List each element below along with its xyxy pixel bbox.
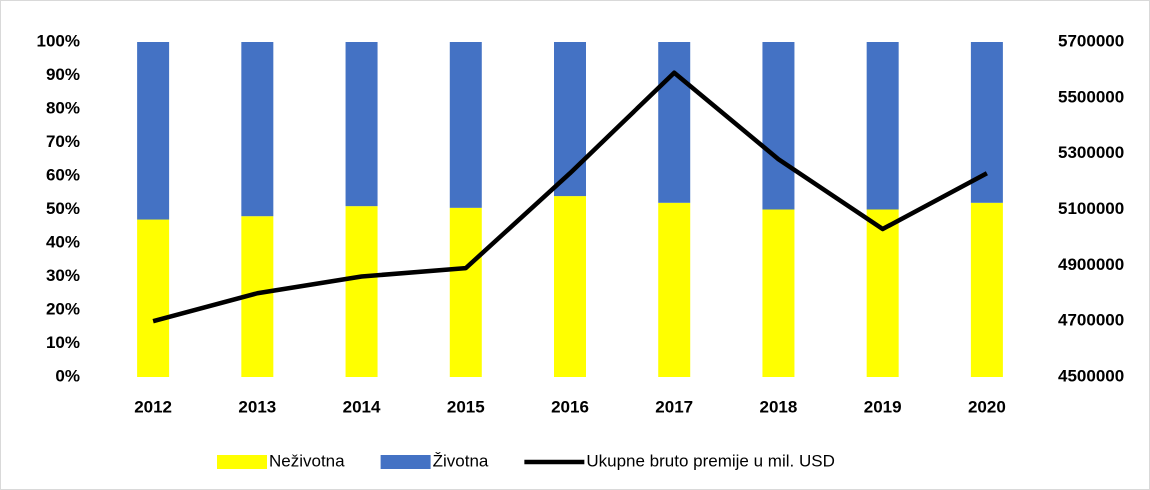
y-tick-label: 0%	[55, 366, 80, 385]
x-tick-label: 2019	[864, 397, 902, 416]
bar	[866, 42, 899, 210]
legend-swatch	[380, 455, 431, 469]
y2-tick-label: 4900000	[1058, 255, 1124, 274]
y2-tick-label: 5500000	[1058, 87, 1124, 106]
x-tick-label: 2018	[760, 397, 798, 416]
y2-tick-label: 4500000	[1058, 366, 1124, 385]
y-tick-label: 10%	[46, 333, 80, 352]
y-tick-label: 90%	[46, 65, 80, 84]
bar	[762, 209, 795, 377]
y-tick-label: 100%	[37, 31, 80, 50]
legend-swatch	[217, 455, 267, 469]
y-tick-label: 50%	[46, 199, 80, 218]
x-tick-label: 2020	[968, 397, 1006, 416]
bar	[241, 42, 274, 217]
y2-tick-label: 5100000	[1058, 199, 1124, 218]
y-tick-label: 70%	[46, 132, 80, 151]
bar	[137, 219, 170, 377]
bar	[866, 209, 899, 377]
x-tick-label: 2016	[551, 397, 589, 416]
y-tick-label: 60%	[46, 165, 80, 184]
y-tick-label: 30%	[46, 266, 80, 285]
y-tick-label: 40%	[46, 232, 80, 251]
bar	[345, 42, 378, 207]
bar	[137, 42, 170, 220]
bar	[658, 42, 691, 203]
y2-tick-label: 4700000	[1058, 311, 1124, 330]
bar	[345, 206, 378, 377]
bar	[449, 207, 482, 377]
bar	[554, 196, 586, 377]
bar	[762, 42, 795, 210]
bar	[449, 42, 482, 208]
bar	[658, 202, 691, 377]
x-tick-label: 2015	[447, 397, 485, 416]
legend-label: Neživotna	[269, 451, 345, 470]
y2-tick-label: 5700000	[1058, 31, 1124, 50]
bar	[970, 42, 1003, 203]
bar	[970, 202, 1003, 377]
x-tick-label: 2014	[343, 397, 381, 416]
x-tick-label: 2012	[134, 397, 172, 416]
line	[152, 70, 988, 324]
y-tick-label: 80%	[46, 98, 80, 117]
legend-label: Ukupne bruto premije u mil. USD	[586, 451, 834, 470]
y-tick-label: 20%	[46, 299, 80, 318]
legend-label: Životna	[433, 451, 489, 470]
y2-tick-label: 5300000	[1058, 143, 1124, 162]
x-tick-label: 2017	[655, 397, 693, 416]
x-tick-label: 2013	[238, 397, 276, 416]
